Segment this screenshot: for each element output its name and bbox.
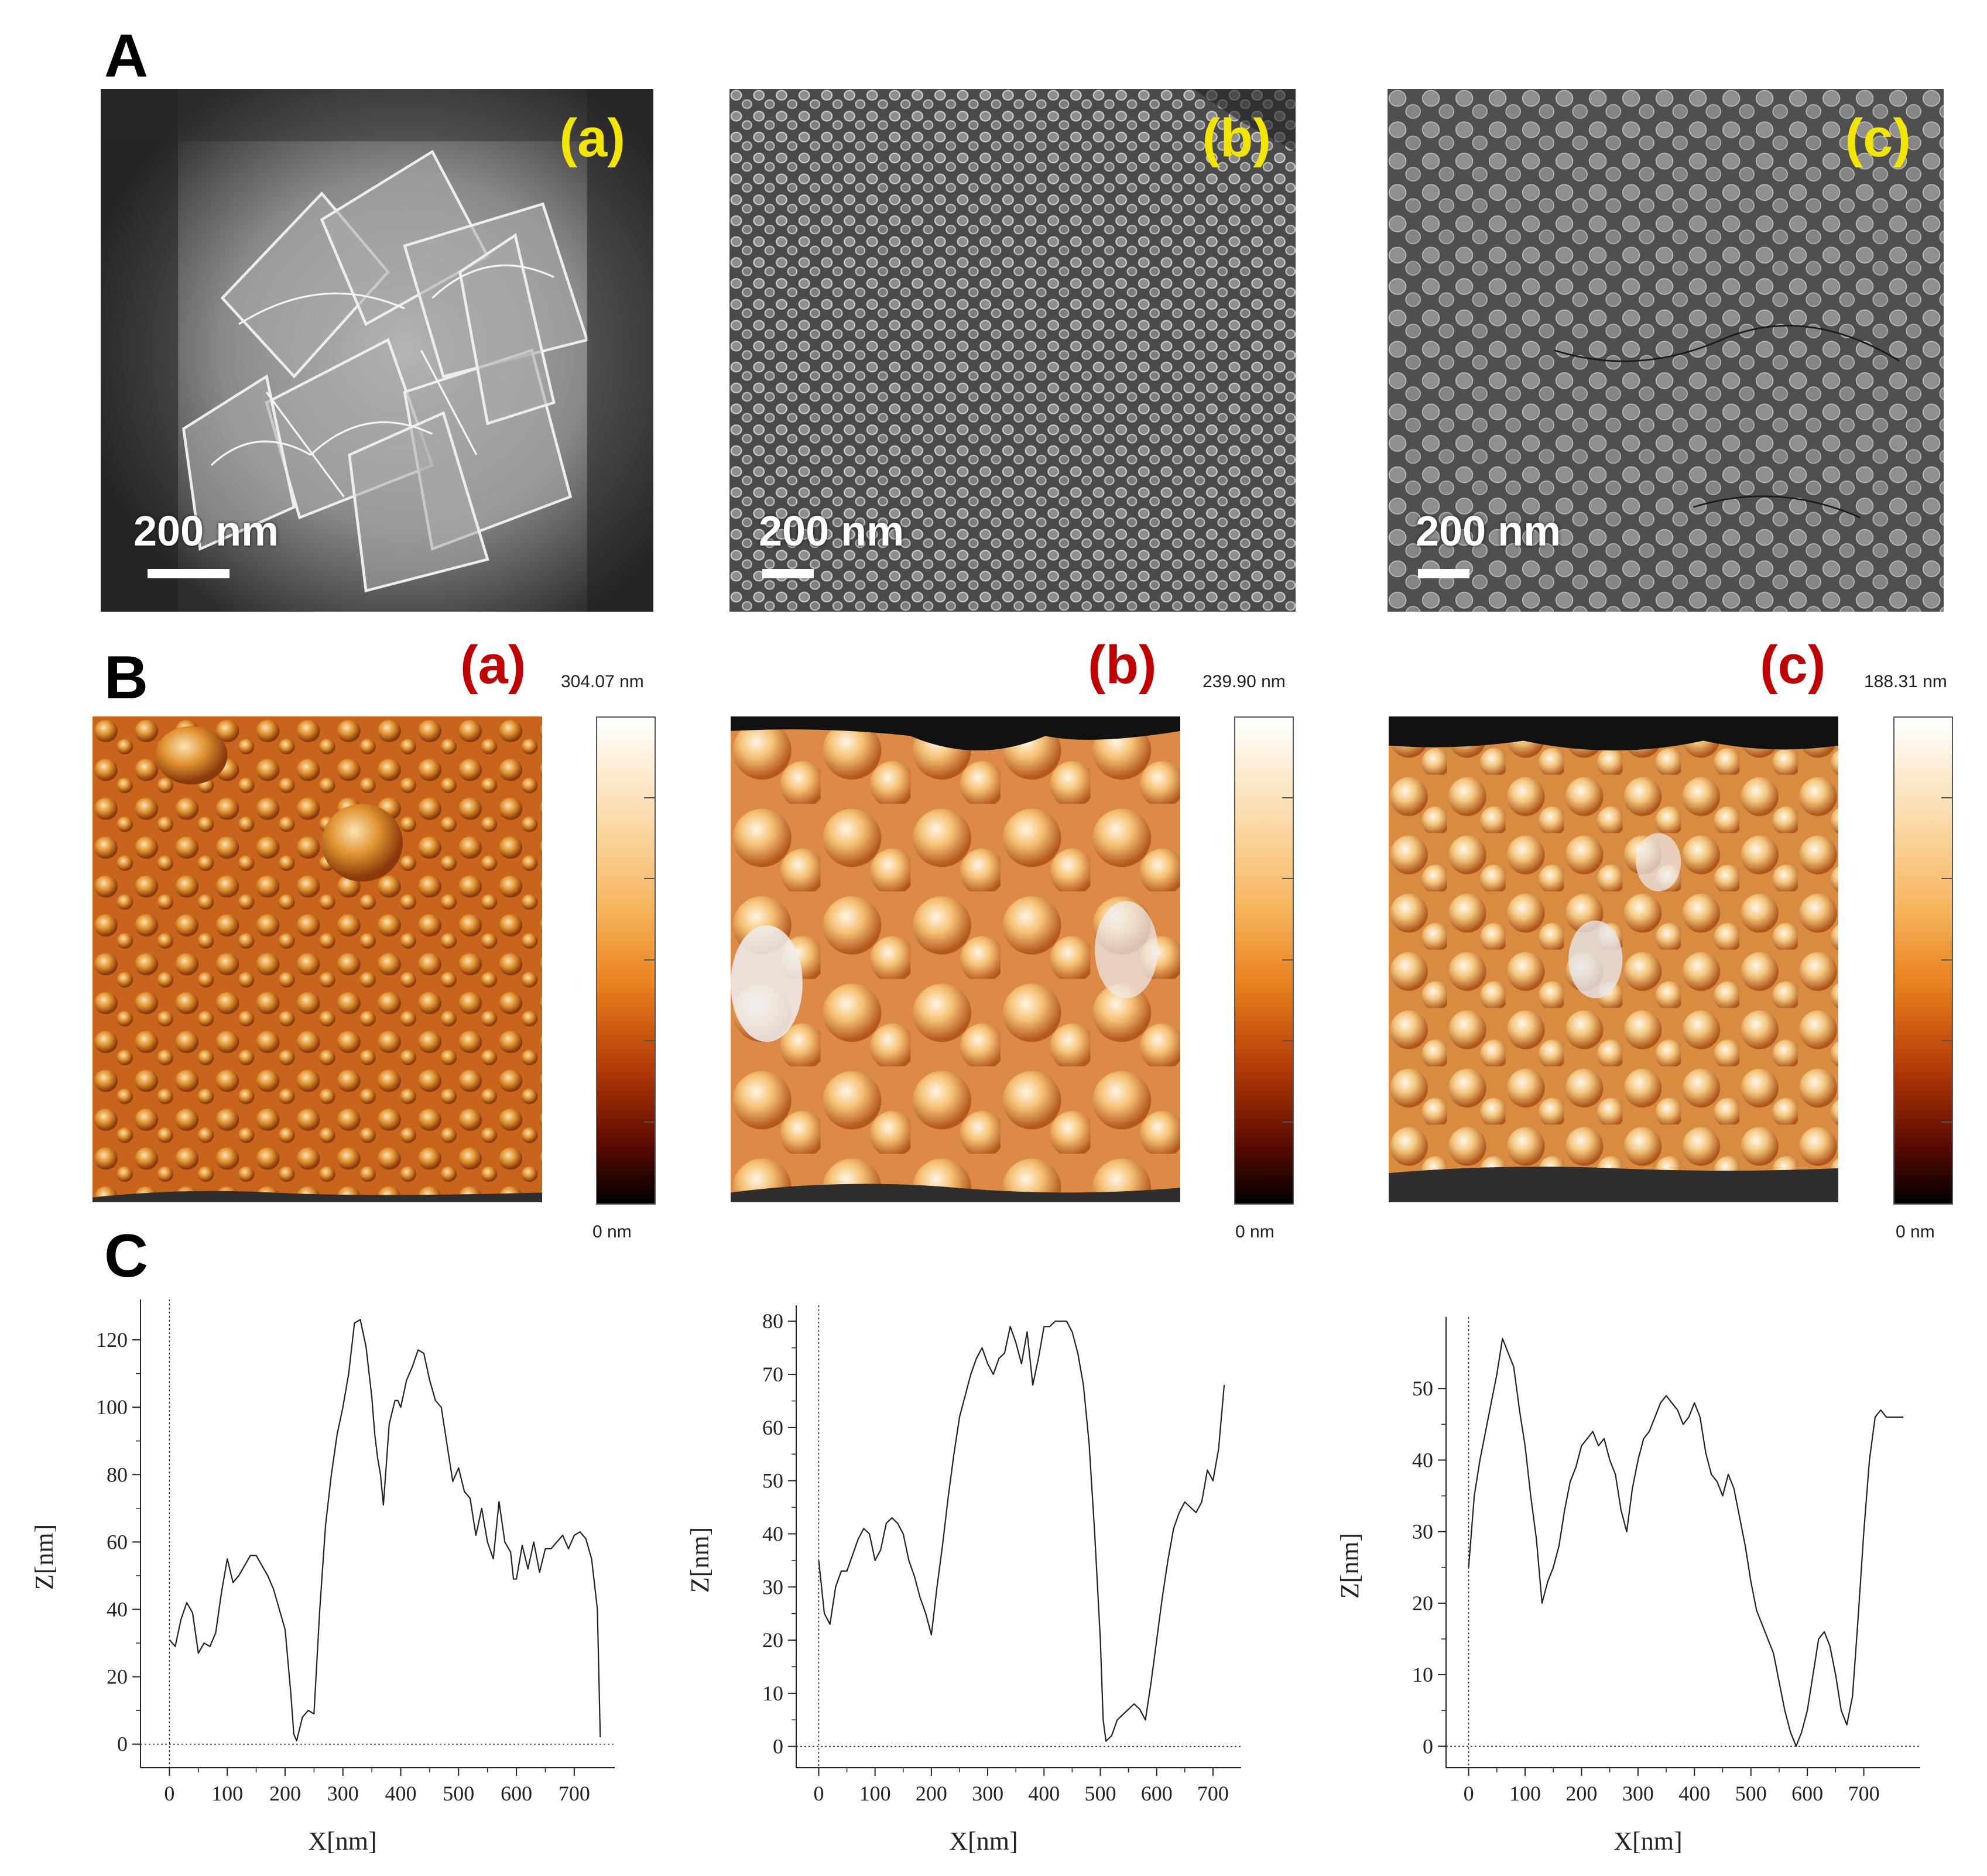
y-axis-title: Z[nm] [1335, 1533, 1364, 1599]
colorbar-max-b: 239.90 nm [1203, 672, 1286, 691]
x-tick-label: 0 [1464, 1782, 1474, 1805]
y-tick-label: 0 [1423, 1734, 1433, 1758]
x-tick-label: 500 [1084, 1782, 1116, 1805]
x-axis-title: X[nm] [308, 1827, 376, 1856]
x-axis-title: X[nm] [949, 1827, 1018, 1856]
y-tick-label: 0 [117, 1733, 128, 1756]
colorbar-b [1234, 716, 1294, 1205]
height-profile-line [169, 1319, 601, 1742]
y-tick-label: 50 [1412, 1377, 1433, 1400]
x-tick-label: 200 [1565, 1782, 1597, 1805]
afm-image-a [93, 716, 542, 1202]
x-tick-label: 700 [1197, 1782, 1229, 1805]
y-tick-label: 20 [1412, 1592, 1433, 1615]
sem-label-c: (c) [1845, 108, 1911, 168]
x-tick-label: 100 [859, 1782, 891, 1805]
colorbar-min-c: 0 nm [1896, 1222, 1935, 1241]
panel-letter-b: B [104, 644, 149, 712]
x-tick-label: 200 [269, 1782, 301, 1805]
sem-micrograph-c-nodules [1388, 89, 1944, 612]
scale-text-b: 200 nm [759, 508, 905, 555]
afm-surface-c [1389, 716, 1838, 1202]
x-tick-label: 600 [1141, 1782, 1173, 1805]
height-profile-chart-a: 0 20 40 60 80 100 120 0 100 200 300 400 500 600 700 X[n… [23, 1288, 638, 1861]
y-tick-label: 0 [773, 1735, 783, 1758]
afm-label-b: (b) [1088, 635, 1157, 695]
scale-bar-b [762, 569, 814, 578]
colorbar-c [1893, 716, 1953, 1205]
afm-image-c [1389, 716, 1838, 1202]
x-tick-label: 500 [443, 1782, 474, 1805]
colorbar-max-a: 304.07 nm [561, 672, 644, 691]
y-tick-label: 60 [107, 1530, 128, 1553]
x-tick-label: 700 [559, 1782, 590, 1805]
y-tick-label: 10 [762, 1682, 783, 1705]
y-tick-label: 20 [107, 1665, 128, 1689]
x-axis-title: X[nm] [1613, 1827, 1682, 1856]
panel-letter-a: A [104, 22, 149, 90]
y-tick-label: 30 [762, 1575, 783, 1599]
x-tick-label: 400 [385, 1782, 417, 1805]
y-tick-label: 40 [107, 1597, 128, 1621]
y-axis-title: Z[nm] [686, 1527, 714, 1593]
y-tick-label: 70 [762, 1363, 783, 1386]
height-profile-line [818, 1321, 1225, 1742]
scale-bar-a [148, 569, 229, 578]
sem-image-c: (c) 200 nm [1388, 89, 1944, 612]
afm-label-a: (a) [460, 635, 526, 695]
y-tick-label: 20 [762, 1628, 783, 1652]
colorbar-min-a: 0 nm [592, 1222, 632, 1241]
y-tick-label: 50 [762, 1469, 783, 1493]
scale-bar-c [1418, 569, 1469, 578]
height-profile-line [1468, 1337, 1904, 1747]
afm-image-b [731, 716, 1180, 1202]
panel-letter-c: C [104, 1222, 149, 1290]
y-tick-label: 30 [1412, 1520, 1433, 1544]
y-tick-label: 10 [1412, 1663, 1433, 1686]
x-tick-label: 200 [916, 1782, 947, 1805]
scale-text-a: 200 nm [133, 508, 279, 555]
x-tick-label: 100 [211, 1782, 243, 1805]
colorbar-a [596, 716, 656, 1205]
y-tick-label: 100 [96, 1395, 128, 1419]
scale-text-c: 200 nm [1416, 508, 1561, 555]
sem-micrograph-b-grains [729, 89, 1296, 612]
y-tick-label: 80 [762, 1309, 783, 1333]
sem-micrograph-a-nanosheets [101, 89, 653, 612]
x-tick-label: 400 [1028, 1782, 1060, 1805]
profile-svg-b: 0 10 20 30 40 50 60 70 80 0 100 200 300 400 500 600 700 X… [686, 1305, 1241, 1856]
y-tick-label: 120 [96, 1328, 128, 1352]
height-profile-chart-c: 0 10 20 30 40 50 0 100 200 300 400 500 600 700 X[nm] Z[… [1306, 1288, 1950, 1861]
afm-surface-b [731, 716, 1180, 1202]
x-tick-label: 700 [1848, 1782, 1880, 1805]
x-tick-label: 300 [1622, 1782, 1654, 1805]
height-profile-chart-b: 0 10 20 30 40 50 60 70 80 0 100 200 300 400 500 600 700 X… [656, 1288, 1270, 1861]
sem-label-a: (a) [559, 108, 625, 168]
afm-surface-a [93, 716, 542, 1202]
sem-image-a: (a) 200 nm [101, 89, 653, 612]
colorbar-min-b: 0 nm [1235, 1222, 1275, 1241]
y-axis-title: Z[nm] [30, 1524, 59, 1590]
x-tick-label: 100 [1509, 1782, 1541, 1805]
y-tick-label: 60 [762, 1416, 783, 1439]
y-tick-label: 40 [762, 1522, 783, 1545]
colorbar-max-c: 188.31 nm [1864, 672, 1947, 691]
afm-label-c: (c) [1760, 635, 1826, 695]
x-tick-label: 600 [1791, 1782, 1823, 1805]
x-tick-label: 300 [327, 1782, 359, 1805]
x-tick-label: 500 [1735, 1782, 1767, 1805]
y-tick-label: 40 [1412, 1448, 1433, 1472]
profile-svg-a: 0 20 40 60 80 100 120 0 100 200 300 400 500 600 700 X[n… [30, 1299, 615, 1856]
y-tick-label: 80 [107, 1463, 128, 1486]
x-tick-label: 0 [813, 1782, 824, 1805]
x-tick-label: 300 [972, 1782, 1003, 1805]
sem-label-b: (b) [1202, 108, 1271, 168]
x-tick-label: 0 [164, 1782, 174, 1805]
sem-image-b: (b) 200 nm [729, 89, 1296, 612]
x-tick-label: 400 [1678, 1782, 1710, 1805]
x-tick-label: 600 [501, 1782, 532, 1805]
